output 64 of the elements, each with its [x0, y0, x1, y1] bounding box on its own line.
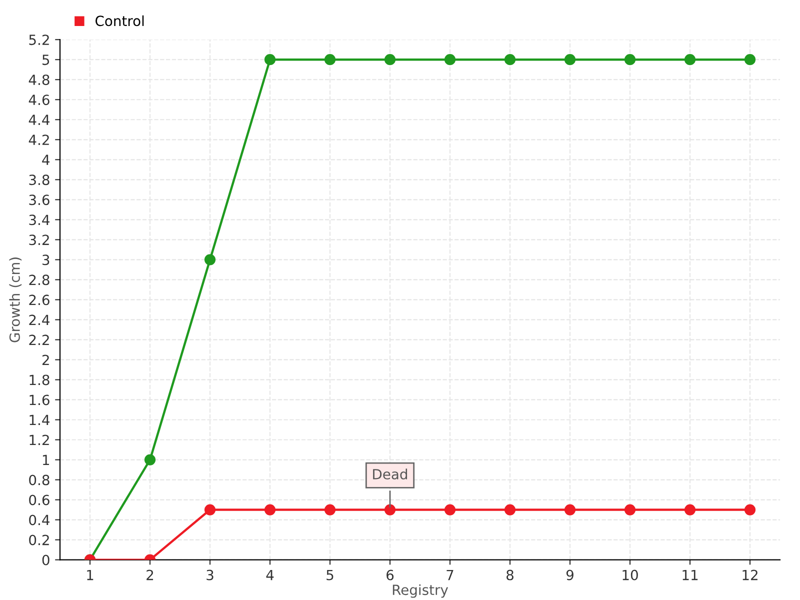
y-tick-label: 1.8: [30, 374, 50, 386]
point: [384, 504, 396, 516]
y-tick-label: 4.2: [28, 134, 49, 145]
y-tick-label: 1.4: [30, 414, 50, 426]
legend-label: Control: [96, 15, 144, 26]
point: [504, 504, 516, 516]
point: [564, 504, 576, 516]
y-tick-label: 3: [42, 254, 50, 266]
y-tick-label: 0.2: [29, 534, 49, 546]
y-tick-label: 0.4: [29, 514, 50, 526]
x-tick-label: 5: [326, 570, 334, 580]
y-tick-label: 4.4: [28, 114, 50, 125]
x-tick-label: 4: [266, 570, 274, 580]
point: [684, 504, 696, 516]
x-tick-label: 12: [742, 570, 758, 580]
point: [324, 504, 336, 516]
x-tick-label: 10: [622, 570, 638, 580]
point: [624, 504, 636, 516]
point: [264, 54, 276, 66]
point: [444, 54, 456, 66]
y-tick-label: 2: [42, 354, 49, 365]
y-tick-label: 2.4: [29, 314, 50, 325]
point: [204, 254, 216, 266]
y-tick-label: 1.2: [30, 434, 49, 446]
y-tick-label: 5: [42, 54, 50, 66]
y-tick-label: 2.8: [29, 274, 50, 286]
y-tick-label: 2.6: [29, 294, 50, 306]
x-tick-label: 7: [446, 570, 454, 580]
y-axis-title: Growth (cm): [9, 258, 22, 342]
x-tick-label: 3: [206, 570, 214, 580]
y-tick-label: 2.2: [29, 334, 49, 345]
y-tick-label: 4: [42, 154, 50, 165]
point: [564, 54, 576, 66]
y-tick-label: 1: [42, 454, 49, 466]
y-tick-label: 4.8: [28, 74, 50, 86]
point: [204, 504, 216, 516]
x-tick-label: 2: [146, 570, 154, 580]
y-tick-label: 1.6: [30, 394, 50, 406]
y-tick-label: 3.4: [29, 214, 50, 226]
point: [504, 54, 516, 66]
x-tick-label: 8: [506, 570, 514, 580]
point: [684, 54, 696, 66]
x-tick-label: 6: [386, 570, 394, 580]
point: [264, 504, 276, 516]
point: [624, 54, 636, 66]
point: [384, 54, 396, 66]
y-tick-label: 3.8: [29, 174, 50, 186]
annotation: Dead: [373, 468, 408, 480]
y-tick-label: 0: [42, 554, 50, 566]
point: [744, 54, 756, 66]
y-tick-label: 0.8: [29, 474, 50, 486]
point: [144, 454, 156, 466]
y-tick-label: 4.6: [28, 94, 50, 106]
x-tick-label: 11: [682, 570, 698, 580]
point: [324, 54, 336, 66]
x-tick-label: 9: [566, 570, 574, 580]
point: [744, 504, 756, 516]
x-tick-label: 1: [87, 570, 94, 580]
point: [444, 504, 456, 516]
x-axis-title: Registry: [392, 584, 448, 598]
y-tick-label: 5.2: [29, 34, 49, 46]
y-tick-label: 3.6: [29, 194, 50, 206]
y-tick-label: 3.2: [29, 234, 49, 246]
y-tick-label: 0.6: [29, 494, 50, 506]
